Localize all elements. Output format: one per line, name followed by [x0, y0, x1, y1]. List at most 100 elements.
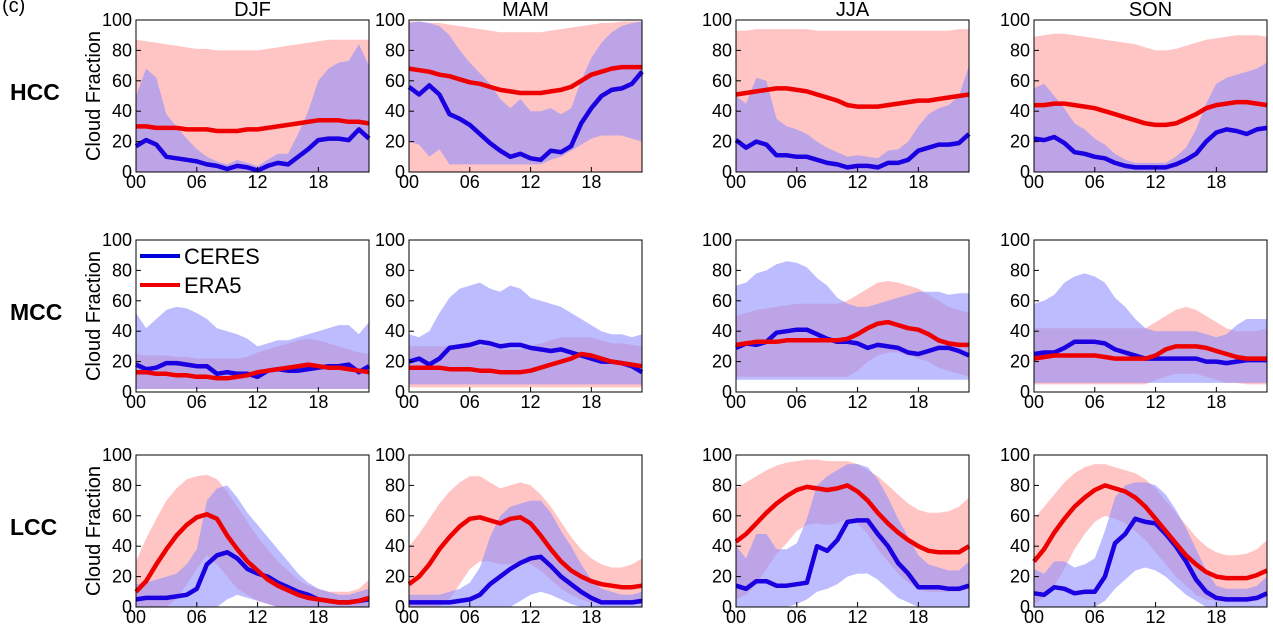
axes-frame — [135, 239, 370, 393]
ceres-range-band — [736, 261, 969, 380]
y-tick-label: 0 — [722, 162, 732, 182]
x-tick-label: 12 — [848, 607, 868, 627]
x-tick-label: 00 — [126, 607, 146, 627]
ceres-series-line — [134, 127, 371, 173]
season-title: JJA — [836, 0, 870, 21]
ceres-range-band — [136, 485, 369, 607]
x-tick-label: 12 — [248, 392, 268, 412]
y-tick-label: 0 — [1020, 597, 1030, 617]
x-tick-label: 00 — [726, 172, 746, 192]
y-tick-label: 60 — [385, 506, 405, 526]
axes-frame — [408, 454, 643, 608]
panel-lcc-jja: 0 20 40 60 80 100 00 06 12 18 — [702, 445, 971, 627]
y-tick-label: 60 — [385, 71, 405, 91]
era5-series-line — [735, 86, 970, 109]
y-tick-label: 20 — [1010, 132, 1030, 152]
ceres-range-band — [736, 464, 969, 607]
y-tick-label: 100 — [702, 230, 732, 250]
ceres-series-line — [1033, 125, 1268, 170]
x-tick-label: 06 — [1085, 392, 1105, 412]
y-tick-label: 80 — [112, 40, 132, 60]
ceres-series-line — [734, 132, 971, 170]
y-tick-label: 20 — [112, 567, 132, 587]
x-tick-label: 00 — [399, 172, 419, 192]
y-tick-label: 100 — [1000, 445, 1030, 465]
x-tick-label: 18 — [308, 607, 328, 627]
y-tick-label: 40 — [112, 101, 132, 121]
y-tick-label: 40 — [1010, 536, 1030, 556]
ceres-range-band — [736, 65, 969, 172]
x-tick-label: 06 — [187, 392, 207, 412]
y-tick-label: 20 — [1010, 567, 1030, 587]
y-tick-label: 0 — [122, 162, 132, 182]
ceres-range-band — [1034, 62, 1267, 172]
y-tick-label: 40 — [385, 321, 405, 341]
y-tick-label: 40 — [112, 536, 132, 556]
era5-series-line — [735, 319, 969, 348]
y-tick-label: 0 — [395, 597, 405, 617]
y-axis-label: Cloud Fraction — [83, 466, 105, 596]
ceres-series-line — [735, 518, 970, 592]
era5-series-line — [136, 362, 370, 381]
x-tick-label: 18 — [581, 607, 601, 627]
axes-frame — [1033, 19, 1268, 173]
ceres-range-band — [409, 282, 642, 385]
y-tick-label: 20 — [112, 352, 132, 372]
ceres-range-band — [136, 44, 369, 172]
y-tick-label: 100 — [375, 10, 405, 30]
axes-frame — [135, 19, 370, 173]
x-tick-label: 18 — [581, 392, 601, 412]
era5-series-line — [1034, 99, 1268, 128]
x-tick-label: 00 — [126, 172, 146, 192]
y-tick-label: 20 — [712, 352, 732, 372]
panel-mcc-jja: 0 20 40 60 80 100 00 06 12 18 — [702, 230, 970, 412]
panel-label: (c) — [2, 0, 25, 17]
row-label: MCC — [10, 299, 62, 325]
y-tick-label: 80 — [712, 475, 732, 495]
x-tick-label: 00 — [1024, 607, 1044, 627]
y-tick-label: 0 — [395, 382, 405, 402]
row-label: LCC — [10, 514, 57, 540]
y-tick-label: 60 — [112, 291, 132, 311]
y-tick-label: 40 — [712, 321, 732, 341]
axes-frame — [408, 19, 643, 173]
axes-frame — [735, 454, 970, 608]
x-tick-label: 00 — [726, 392, 746, 412]
y-tick-label: 20 — [712, 132, 732, 152]
x-tick-label: 06 — [460, 607, 480, 627]
x-tick-label: 06 — [1085, 172, 1105, 192]
x-tick-label: 12 — [521, 172, 541, 192]
ceres-range-band — [409, 21, 642, 165]
y-tick-label: 0 — [122, 597, 132, 617]
y-tick-label: 0 — [1020, 162, 1030, 182]
y-tick-label: 0 — [722, 382, 732, 402]
axes-frame — [1033, 454, 1268, 608]
x-tick-label: 06 — [787, 172, 807, 192]
y-tick-label: 20 — [712, 567, 732, 587]
x-tick-label: 06 — [460, 392, 480, 412]
x-tick-label: 00 — [126, 392, 146, 412]
panel-lcc-son: 0 20 40 60 80 100 00 06 12 18 — [1000, 445, 1268, 627]
axes-frame — [408, 239, 643, 393]
x-tick-label: 06 — [787, 392, 807, 412]
y-tick-label: 60 — [1010, 71, 1030, 91]
x-tick-label: 06 — [187, 172, 207, 192]
x-tick-label: 18 — [1206, 607, 1226, 627]
era5-series-line — [408, 64, 642, 96]
x-tick-label: 12 — [248, 607, 268, 627]
panel-lcc-djf: 0 20 40 60 80 100 00 06 12 18 Cloud Fraction LCC — [10, 445, 370, 627]
x-tick-label: 18 — [908, 392, 928, 412]
y-tick-label: 20 — [112, 132, 132, 152]
y-tick-label: 80 — [712, 260, 732, 280]
era5-series-line — [409, 351, 643, 375]
ceres-range-band — [409, 500, 642, 607]
y-tick-label: 60 — [112, 71, 132, 91]
y-tick-label: 80 — [112, 260, 132, 280]
y-tick-label: 80 — [1010, 260, 1030, 280]
x-tick-label: 06 — [787, 607, 807, 627]
ceres-series-line — [1033, 516, 1268, 602]
x-tick-label: 18 — [581, 172, 601, 192]
x-tick-label: 00 — [1024, 172, 1044, 192]
legend-label: ERA5 — [184, 273, 241, 298]
y-tick-label: 60 — [712, 71, 732, 91]
